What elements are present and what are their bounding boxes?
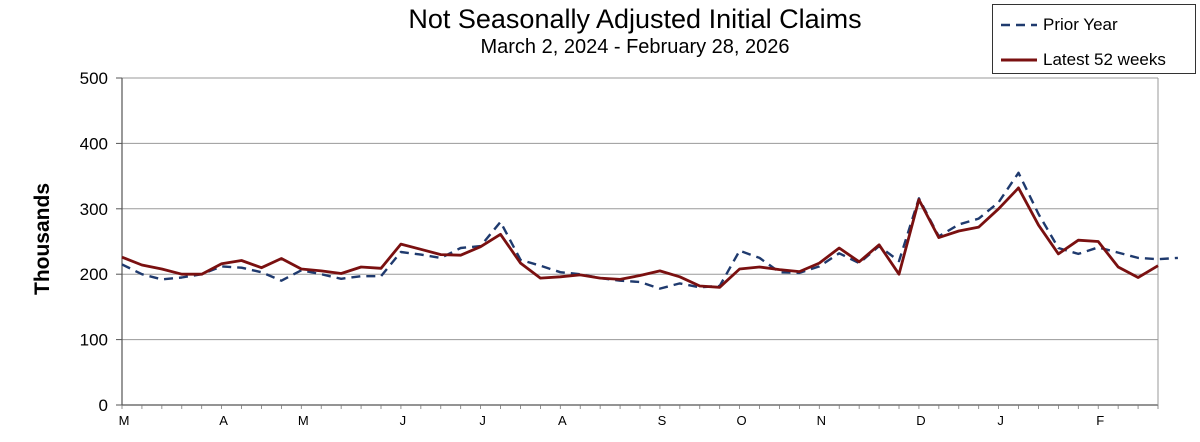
- x-tick-label-M-0: M: [119, 413, 130, 428]
- chart-subtitle: March 2, 2024 - February 28, 2026: [480, 36, 790, 58]
- legend-label-prior-year: Prior Year: [1043, 15, 1118, 34]
- x-tick-label-O-7: O: [737, 413, 747, 428]
- series-lines: [121, 171, 1178, 290]
- x-tick-label-A-1: A: [219, 413, 228, 428]
- chart-title: Not Seasonally Adjusted Initial Claims: [408, 4, 862, 34]
- y-tick-labels: 0 100 200 300 400 500: [80, 69, 108, 415]
- y-tick-label-400: 400: [80, 134, 108, 153]
- y-tick-label-300: 300: [80, 200, 108, 219]
- axes: [116, 77, 1159, 409]
- y-tick-label-200: 200: [80, 265, 108, 284]
- series-line-prior-year: [121, 171, 1178, 290]
- legend-swatch-prior-year: [1001, 23, 1037, 27]
- y-tick-label-100: 100: [80, 331, 108, 350]
- x-tick-label-N-8: N: [817, 413, 826, 428]
- x-tick-label-S-6: S: [658, 413, 667, 428]
- legend-swatch-latest-52-weeks: [1001, 58, 1037, 62]
- grid-lines: [122, 77, 1158, 341]
- legend-item-prior-year: Prior Year: [999, 15, 1118, 35]
- x-tick-label-J-4: J: [479, 413, 486, 428]
- x-tick-label-J-10: J: [997, 413, 1004, 428]
- legend: Prior Year Latest 52 weeks: [992, 4, 1196, 74]
- y-tick-label-500: 500: [80, 69, 108, 88]
- x-tick-label-D-9: D: [916, 413, 925, 428]
- x-tick-label-M-2: M: [298, 413, 309, 428]
- series-line-latest-52-weeks: [121, 186, 1159, 289]
- x-tick-label-J-3: J: [400, 413, 407, 428]
- legend-label-latest-52-weeks: Latest 52 weeks: [1043, 50, 1166, 69]
- y-tick-label-0: 0: [99, 396, 108, 415]
- x-tick-label-A-5: A: [558, 413, 567, 428]
- legend-item-latest-52-weeks: Latest 52 weeks: [999, 50, 1166, 70]
- x-tick-label-F-11: F: [1096, 413, 1104, 428]
